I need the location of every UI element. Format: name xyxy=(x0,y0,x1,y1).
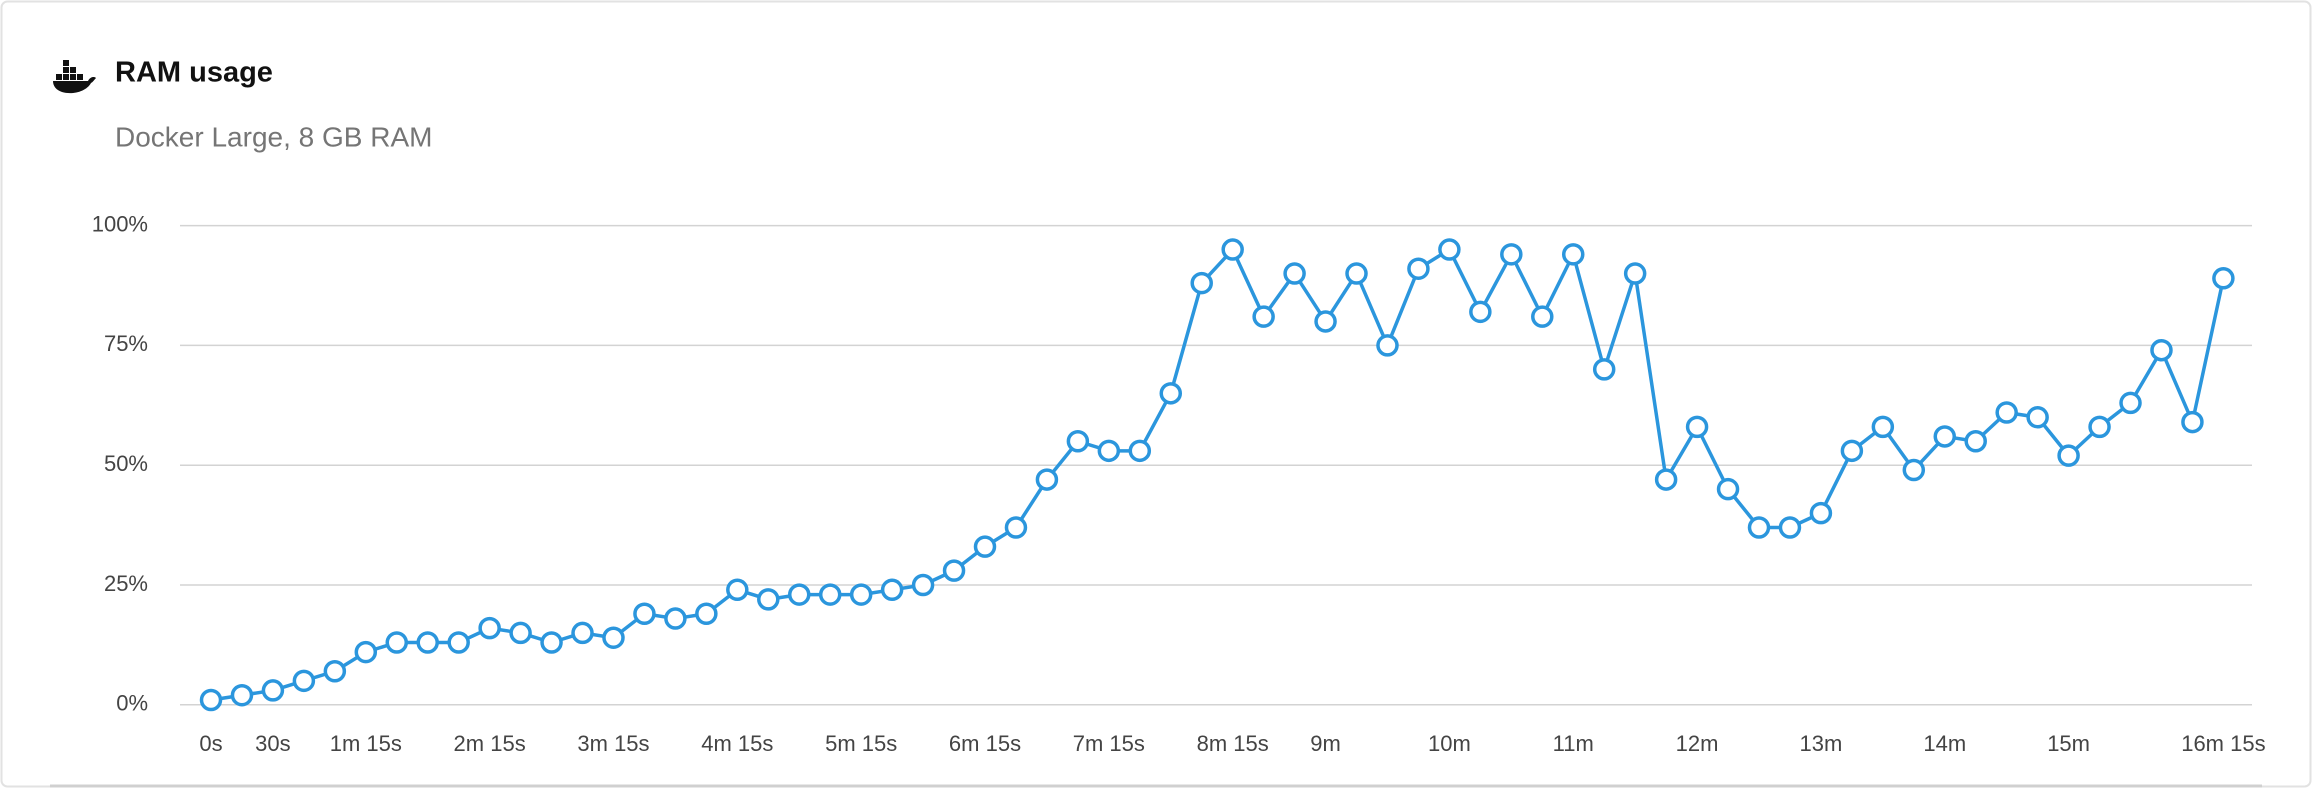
point-marker xyxy=(787,583,811,606)
point-marker xyxy=(292,669,316,693)
point-marker xyxy=(1438,238,1461,261)
point-marker xyxy=(911,573,935,597)
point-marker xyxy=(230,683,254,707)
point-marker xyxy=(1345,262,1368,285)
point-marker xyxy=(509,621,532,645)
point-marker xyxy=(1066,429,1090,453)
point-marker xyxy=(942,559,966,582)
x-tick-label: 0s xyxy=(199,731,222,756)
point-marker xyxy=(1004,516,1028,539)
point-marker xyxy=(1128,439,1152,463)
x-tick-label: 12m xyxy=(1676,731,1719,756)
x-tick-label: 5m 15s xyxy=(825,731,897,756)
x-tick-label: 1m 15s xyxy=(330,731,402,756)
point-marker xyxy=(1190,271,1213,295)
point-marker xyxy=(1159,382,1183,405)
point-marker xyxy=(633,602,656,626)
point-marker xyxy=(726,578,749,602)
point-marker xyxy=(385,631,409,654)
x-tick-label: 14m xyxy=(1923,731,1966,756)
point-marker xyxy=(1376,334,1399,357)
x-tick-label: 7m 15s xyxy=(1073,731,1145,756)
point-marker xyxy=(818,583,842,606)
x-tick-label: 11m xyxy=(1553,731,1594,756)
point-marker xyxy=(1933,425,1957,448)
x-tick-label: 30s xyxy=(255,731,290,756)
point-marker xyxy=(2212,267,2235,290)
y-tick-label: 50% xyxy=(104,451,148,476)
point-marker xyxy=(1035,468,1059,491)
y-tick-label: 0% xyxy=(116,691,148,716)
point-marker xyxy=(695,602,718,626)
x-tick-label: 4m 15s xyxy=(701,731,773,756)
point-marker xyxy=(1531,305,1554,328)
point-marker xyxy=(1283,262,1306,285)
point-marker xyxy=(602,626,625,649)
x-tick-label: 16m 15s xyxy=(2181,731,2265,756)
x-tick-label: 8m 15s xyxy=(1197,731,1269,756)
point-marker xyxy=(1469,300,1492,324)
point-marker xyxy=(1221,238,1244,261)
point-marker xyxy=(1995,401,2018,424)
point-marker xyxy=(1809,501,1833,525)
y-tick-label: 25% xyxy=(104,571,148,596)
point-marker xyxy=(1778,516,1802,539)
point-marker xyxy=(880,578,904,602)
point-marker xyxy=(478,616,501,640)
point-marker xyxy=(1500,243,1523,266)
point-marker xyxy=(2026,406,2049,429)
point-marker xyxy=(416,631,439,654)
point-marker xyxy=(1592,358,1616,381)
x-tick-label: 9m xyxy=(1310,731,1341,756)
point-marker xyxy=(1623,262,1647,285)
point-marker xyxy=(354,640,378,664)
x-tick-label: 3m 15s xyxy=(577,731,649,756)
point-marker xyxy=(1685,415,1709,439)
point-marker xyxy=(2150,338,2173,362)
docker-icon xyxy=(53,60,96,94)
point-marker xyxy=(1314,310,1337,333)
point-marker xyxy=(849,583,873,606)
point-marker xyxy=(540,631,563,654)
point-marker xyxy=(2057,444,2080,467)
point-marker xyxy=(571,621,594,645)
point-marker xyxy=(1252,305,1275,328)
point-marker xyxy=(2119,391,2142,415)
point-marker xyxy=(1654,468,1678,491)
y-tick-label: 75% xyxy=(104,331,148,356)
point-marker xyxy=(1097,439,1121,463)
x-tick-label: 15m xyxy=(2047,731,2090,756)
point-marker xyxy=(1902,458,1926,482)
point-marker xyxy=(447,631,470,654)
point-marker xyxy=(2088,415,2111,439)
point-marker xyxy=(1964,429,1987,453)
point-marker xyxy=(1840,439,1864,463)
point-marker xyxy=(1716,477,1740,501)
x-tick-label: 6m 15s xyxy=(949,731,1021,756)
point-marker xyxy=(973,535,997,558)
point-marker xyxy=(1561,243,1585,266)
chart-subtitle: Docker Large, 8 GB RAM xyxy=(115,121,432,152)
point-marker xyxy=(1407,257,1430,280)
point-marker xyxy=(323,660,347,683)
point-marker xyxy=(1747,516,1771,539)
x-tick-label: 2m 15s xyxy=(454,731,526,756)
x-tick-label: 10m xyxy=(1428,731,1471,756)
point-marker xyxy=(261,679,285,702)
point-marker xyxy=(1871,415,1895,439)
chart-title: RAM usage xyxy=(115,57,273,89)
point-marker xyxy=(2181,410,2204,434)
y-tick-label: 100% xyxy=(92,211,148,236)
x-tick-label: 13m xyxy=(1800,731,1843,756)
point-marker xyxy=(757,588,780,611)
point-marker xyxy=(199,688,223,712)
point-marker xyxy=(664,607,687,630)
